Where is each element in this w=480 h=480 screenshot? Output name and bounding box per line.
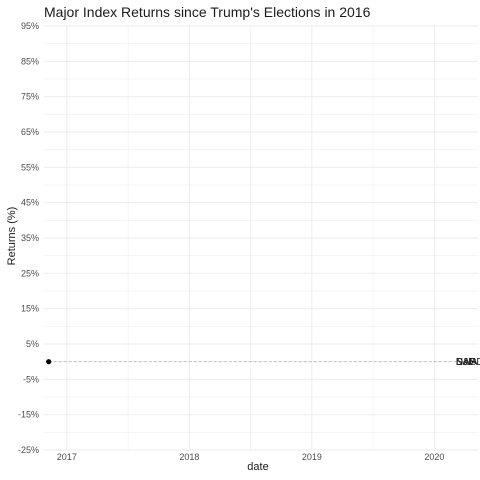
y-tick-label: -5%	[23, 374, 39, 384]
end-label: DJIA	[456, 357, 478, 368]
y-axis-ticks: 95% 85% 75% 65% 55% 45% 35% 25% 15% 5% -5% -15% -25%	[18, 21, 39, 455]
major-gridlines	[44, 25, 478, 451]
y-tick-label: 85%	[21, 56, 39, 66]
y-tick-label: 35%	[21, 233, 39, 243]
y-tick-label: 75%	[21, 92, 39, 102]
x-tick-label: 2020	[424, 452, 444, 462]
y-axis-title: Returns (%)	[6, 207, 18, 266]
end-label: NASDAQ	[456, 357, 480, 368]
x-axis-title: date	[247, 461, 268, 473]
y-tick-label: 65%	[21, 127, 39, 137]
x-tick-label: 2019	[302, 452, 322, 462]
x-axis-ticks: 2017 2018 2019 2020	[57, 452, 445, 462]
y-tick-label: -25%	[18, 445, 39, 455]
y-tick-label: 55%	[21, 162, 39, 172]
y-tick-label: 15%	[21, 304, 39, 314]
y-tick-label: 25%	[21, 268, 39, 278]
y-tick-label: 45%	[21, 198, 39, 208]
end-label: S&P	[456, 357, 476, 368]
start-point	[46, 359, 52, 365]
chart-title: Major Index Returns since Trump's Electi…	[44, 4, 371, 20]
y-tick-label: 5%	[26, 339, 39, 349]
x-tick-label: 2018	[179, 452, 199, 462]
y-tick-label: -15%	[18, 410, 39, 420]
x-tick-label: 2017	[57, 452, 77, 462]
y-tick-label: 95%	[21, 21, 39, 31]
